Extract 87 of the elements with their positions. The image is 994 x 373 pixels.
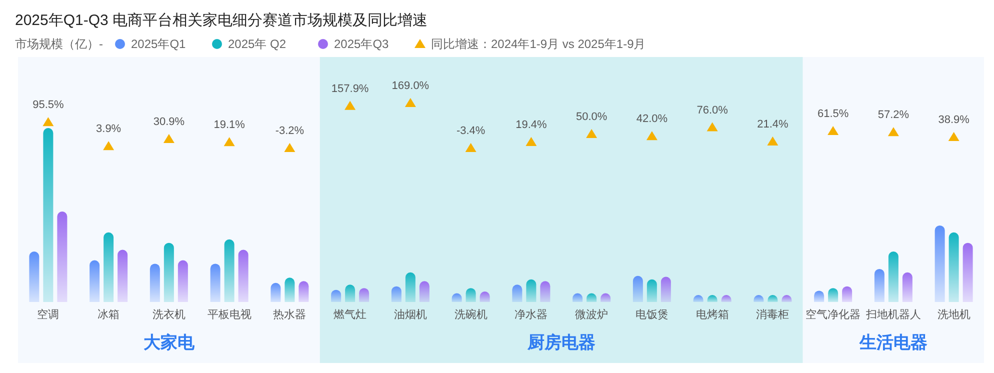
bar	[238, 250, 248, 302]
point	[767, 136, 778, 146]
bar	[660, 276, 671, 302]
data-label: 21.4%	[757, 118, 788, 131]
data-label: 50.0%	[576, 111, 608, 124]
x-tick-label: 洗地机	[937, 308, 970, 321]
data-label: 76.0%	[696, 104, 728, 116]
legend-label: 同比增速：2024年1-9月 vs 2025年1-9月	[431, 37, 646, 51]
bar	[888, 252, 898, 302]
x-tick-label: 冰箱	[98, 308, 120, 321]
data-label: 38.9%	[938, 114, 970, 126]
data-label: 30.9%	[153, 116, 185, 128]
bar	[540, 281, 550, 302]
legend-label: 2025年Q1	[131, 37, 186, 51]
x-tick-label: 电饭煲	[635, 308, 668, 321]
point	[42, 117, 54, 126]
band-label: 厨房电器	[526, 333, 596, 352]
data-label: -3.2%	[275, 124, 304, 137]
bar	[29, 252, 40, 302]
x-tick-label: 油烟机	[394, 308, 427, 321]
data-label: 157.9%	[331, 82, 369, 95]
point	[284, 142, 296, 152]
bar	[646, 279, 657, 302]
x-tick-label: 扫地机器人	[864, 308, 921, 321]
x-tick-label: 洗碗机	[454, 308, 488, 321]
x-tick-label: 微波炉	[575, 308, 608, 321]
bar	[90, 260, 100, 302]
bar	[298, 281, 309, 302]
data-label: 42.0%	[636, 113, 668, 126]
data-label: 3.9%	[96, 123, 122, 136]
point	[103, 141, 114, 150]
bar	[526, 279, 536, 302]
point	[828, 126, 839, 136]
band-label: 生活电器	[858, 333, 928, 352]
bar	[43, 128, 54, 302]
bar	[632, 276, 643, 302]
bar	[934, 225, 945, 302]
x-tick-label: 空气净化器	[806, 308, 861, 321]
data-label: 57.2%	[878, 109, 910, 122]
data-label: -3.4%	[456, 125, 486, 137]
x-tick-label: 净水器	[514, 308, 548, 321]
point	[586, 129, 598, 138]
point	[163, 134, 174, 144]
data-label: 19.4%	[516, 119, 547, 132]
point	[404, 98, 416, 107]
point	[224, 137, 235, 146]
data-label: 19.1%	[214, 119, 246, 132]
x-tick-label: 燃气灶	[334, 309, 367, 321]
bar	[270, 282, 281, 302]
bar	[962, 242, 973, 302]
bar	[57, 212, 68, 302]
bar	[419, 281, 430, 302]
data-label: 61.5%	[817, 108, 849, 120]
x-tick-label: 洗衣机	[152, 308, 186, 321]
legend-label: 2025年Q3	[334, 37, 390, 51]
bar	[210, 264, 220, 302]
data-label: 169.0%	[392, 80, 430, 92]
bar	[178, 260, 188, 302]
band-label: 大家电	[143, 333, 196, 352]
point	[706, 122, 718, 132]
bar	[104, 232, 114, 302]
x-tick-label: 空调	[37, 308, 60, 321]
bar	[164, 242, 174, 302]
x-tick-label: 热水器	[273, 308, 306, 321]
bar	[345, 284, 356, 302]
point	[465, 143, 476, 152]
bar	[150, 264, 160, 302]
bar	[224, 239, 234, 302]
legend-label: 2025年 Q2	[228, 37, 286, 51]
bar	[284, 278, 295, 302]
point	[344, 100, 356, 110]
x-tick-label: 消毒柜	[756, 308, 790, 321]
point	[526, 137, 537, 146]
bar	[118, 250, 128, 302]
bar	[512, 284, 522, 302]
bar	[902, 272, 912, 302]
bar	[948, 232, 959, 302]
legend-title: 市场规模（亿）-	[15, 37, 103, 51]
point	[948, 132, 960, 141]
x-tick-label: 电烤箱	[696, 308, 729, 321]
x-tick-label: 平板电视	[207, 308, 252, 321]
chart-title: 2025年Q1-Q3 电商平台相关家电细分赛道市场规模及同比增速	[15, 12, 428, 29]
bar	[405, 272, 416, 302]
point	[888, 127, 899, 136]
point	[646, 131, 658, 140]
bar	[874, 268, 884, 302]
data-label: 95.5%	[32, 99, 64, 112]
